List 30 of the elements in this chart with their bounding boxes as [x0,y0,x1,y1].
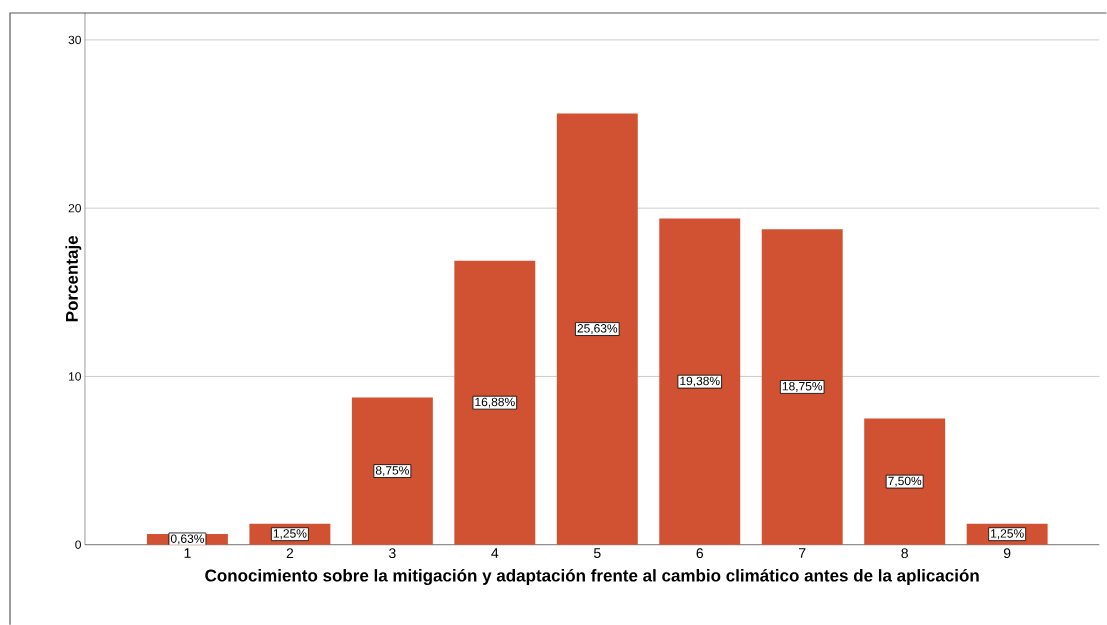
x-axis-title: Conocimiento sobre la mitigación y adaptación frente al cambio climático antes de la aplicación [205,568,979,585]
data-label: 1,25% [991,529,1024,539]
x-tick-label: 8 [901,548,908,558]
bar [864,418,946,545]
x-tick-label: 5 [593,548,601,558]
bar [761,229,843,545]
x-tick-label: 7 [799,548,806,558]
x-tick-label: 4 [491,548,499,558]
bar [659,218,741,545]
data-label: 1,25% [273,529,307,539]
x-tick-label: 1 [184,548,191,558]
data-label: 7,50% [888,476,922,487]
x-tick-label: 6 [696,548,704,558]
data-label: 0,63% [170,534,205,545]
data-label: 18,75% [782,381,823,392]
y-tick-label: 30 [68,35,81,45]
bar [556,113,638,545]
bar [454,260,536,545]
data-label: 19,38% [680,376,720,387]
y-tick-label: 20 [68,203,81,213]
bar [351,397,433,545]
x-tick-label: 9 [1003,548,1011,558]
y-tick-label: 0 [75,540,81,549]
y-tick-label: 10 [69,372,81,381]
data-label: 25,63% [577,323,618,334]
x-tick-label: 3 [389,548,396,558]
data-label: 8,75% [375,466,409,476]
data-label: 16,88% [475,397,515,408]
y-axis-title: Porcentaje [65,235,82,322]
x-tick-label: 2 [286,548,294,558]
